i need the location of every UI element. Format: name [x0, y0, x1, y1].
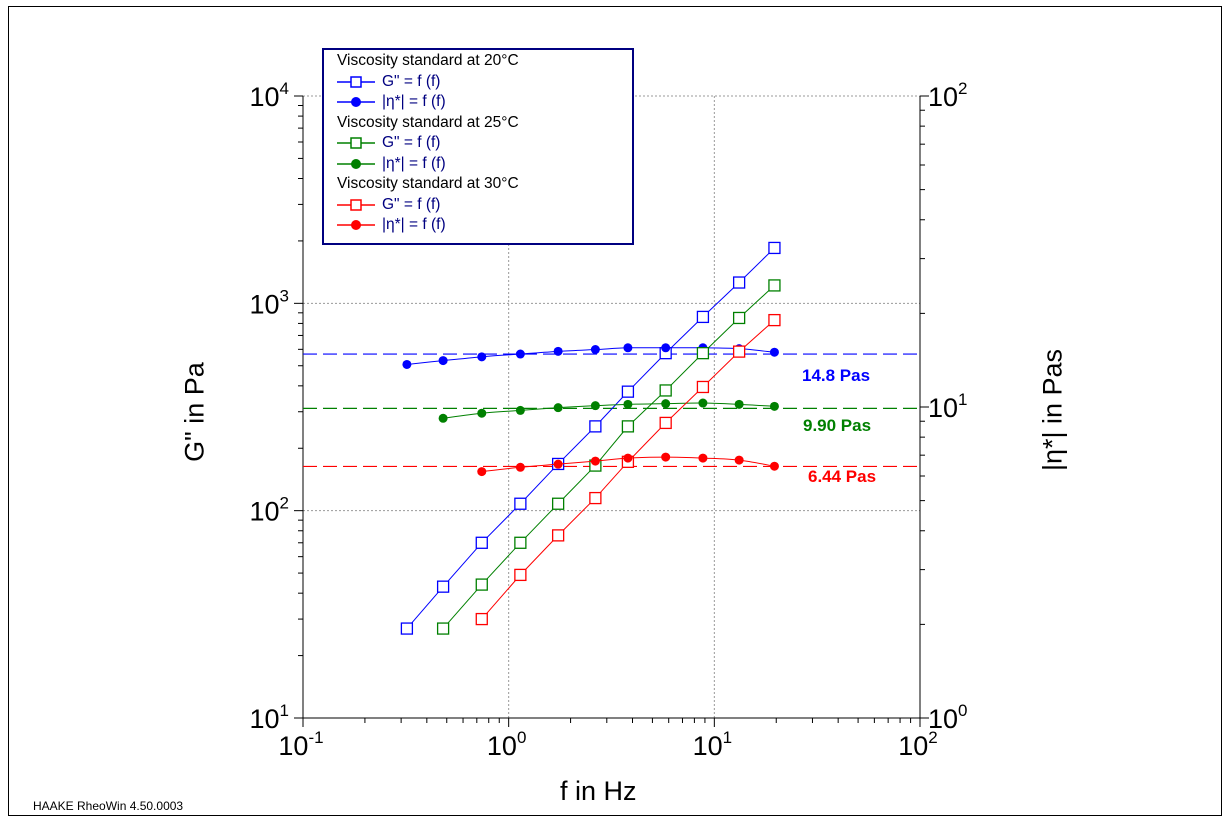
- data-point-loss-modulus: [696, 347, 710, 360]
- data-point-loss-modulus: [436, 622, 450, 635]
- legend-square-marker-icon: [337, 198, 375, 211]
- viscosity-annotation-20c: 14.8 Pas: [802, 366, 871, 385]
- data-point-loss-modulus: [696, 380, 710, 394]
- data-point-viscosity: [590, 345, 600, 355]
- legend-square-marker-icon: [337, 75, 375, 88]
- data-point-viscosity: [402, 359, 412, 369]
- data-point-viscosity: [734, 455, 744, 465]
- y-left-tick-label: 103: [249, 286, 289, 319]
- legend-item-label: G" = f (f): [382, 72, 441, 90]
- data-point-loss-modulus: [589, 420, 602, 433]
- legend-item-label: G" = f (f): [382, 134, 441, 151]
- data-point-viscosity: [477, 467, 487, 477]
- data-point-loss-modulus: [621, 420, 635, 433]
- data-point-loss-modulus: [475, 612, 488, 626]
- data-point-viscosity: [734, 399, 744, 409]
- data-point-viscosity: [623, 343, 633, 353]
- legend-item-label: |η*| = f (f): [382, 216, 446, 233]
- y-right-tick-label: 100: [928, 701, 968, 734]
- data-point-loss-modulus: [551, 497, 565, 510]
- x-tick-label: 100: [487, 728, 527, 761]
- data-point-viscosity: [515, 462, 525, 472]
- data-point-viscosity: [661, 343, 671, 353]
- data-point-viscosity: [438, 356, 448, 366]
- viscosity-annotation-25c: 9.90 Pas: [803, 416, 872, 435]
- x-tick-label: 10-1: [278, 728, 323, 761]
- x-tick-label: 101: [693, 728, 733, 761]
- legend-item: |η*| = f (f): [337, 215, 632, 236]
- data-point-loss-modulus: [400, 622, 414, 635]
- data-point-loss-modulus: [475, 578, 488, 591]
- data-point-viscosity: [769, 347, 779, 357]
- data-point-loss-modulus: [514, 568, 527, 582]
- data-point-viscosity: [477, 408, 487, 418]
- data-point-viscosity: [438, 413, 448, 423]
- series-line-viscosity: [406, 347, 775, 365]
- data-point-viscosity: [515, 405, 525, 415]
- legend-group-title: Viscosity standard at 25°C: [337, 113, 519, 131]
- legend-item: G" = f (f): [337, 133, 632, 154]
- data-point-viscosity: [769, 461, 779, 471]
- data-point-viscosity: [553, 459, 563, 469]
- y-left-tick-label: 102: [249, 494, 289, 527]
- legend-circle-marker-icon: [337, 97, 375, 107]
- legend-group-title: Viscosity standard at 20°C: [337, 52, 519, 69]
- data-point-viscosity: [769, 401, 779, 411]
- viscosity-annotation-30c: 6.44 Pas: [808, 467, 877, 486]
- legend-square-marker-icon: [337, 137, 375, 149]
- data-point-loss-modulus: [659, 416, 672, 430]
- data-point-loss-modulus: [732, 311, 746, 325]
- data-point-viscosity: [661, 399, 671, 409]
- data-point-viscosity: [590, 401, 600, 411]
- data-point-loss-modulus: [589, 491, 602, 505]
- series-line-loss-modulus: [442, 285, 775, 629]
- legend-item-label: G" = f (f): [382, 195, 441, 213]
- data-point-loss-modulus: [768, 279, 781, 292]
- data-point-viscosity: [623, 399, 633, 409]
- data-point-loss-modulus: [551, 529, 565, 542]
- data-point-loss-modulus: [732, 345, 746, 358]
- legend-item: G" = f (f): [337, 195, 632, 216]
- y-left-tick-label: 104: [249, 79, 289, 112]
- legend-group-title: Viscosity standard at 30°C: [337, 175, 519, 192]
- data-point-viscosity: [698, 453, 708, 463]
- data-point-viscosity: [661, 452, 671, 462]
- y-right-tick-label: 101: [928, 390, 968, 423]
- legend-circle-marker-icon: [337, 220, 375, 230]
- y-axis-right-title: |η*| in Pas: [1037, 348, 1068, 472]
- data-point-loss-modulus: [436, 580, 450, 593]
- data-point-viscosity: [590, 456, 600, 466]
- data-point-loss-modulus: [732, 276, 746, 289]
- y-axis-left-title: G" in Pa: [179, 362, 210, 462]
- data-point-loss-modulus: [514, 497, 527, 510]
- legend-item: |η*| = f (f): [337, 154, 632, 175]
- legend-item: |η*| = f (f): [337, 92, 632, 113]
- data-point-viscosity: [553, 346, 563, 356]
- data-point-viscosity: [477, 352, 487, 362]
- legend-item-label: |η*| = f (f): [382, 154, 446, 172]
- series-line-loss-modulus: [406, 247, 775, 629]
- legend-item-label: |η*| = f (f): [382, 93, 446, 110]
- legend-circle-marker-icon: [337, 158, 375, 169]
- legend-item: G" = f (f): [337, 72, 632, 93]
- y-right-tick-label: 102: [928, 79, 968, 112]
- x-axis-title: f in Hz: [560, 776, 637, 806]
- data-point-loss-modulus: [514, 536, 527, 549]
- data-point-loss-modulus: [768, 241, 781, 255]
- data-point-viscosity: [553, 403, 563, 413]
- data-point-loss-modulus: [696, 310, 710, 324]
- data-point-loss-modulus: [475, 536, 488, 549]
- x-tick-label: 102: [898, 728, 938, 761]
- data-point-viscosity: [515, 349, 525, 359]
- software-version-footer: HAAKE RheoWin 4.50.0003: [33, 799, 184, 813]
- data-point-viscosity: [698, 398, 708, 408]
- y-left-tick-label: 101: [249, 701, 289, 734]
- data-point-loss-modulus: [621, 385, 635, 398]
- series-line-viscosity: [443, 402, 775, 419]
- data-point-loss-modulus: [768, 313, 781, 327]
- data-point-loss-modulus: [659, 384, 672, 397]
- chart-legend: Viscosity standard at 20°C G" = f (f) |η…: [322, 48, 634, 245]
- data-point-viscosity: [623, 453, 633, 463]
